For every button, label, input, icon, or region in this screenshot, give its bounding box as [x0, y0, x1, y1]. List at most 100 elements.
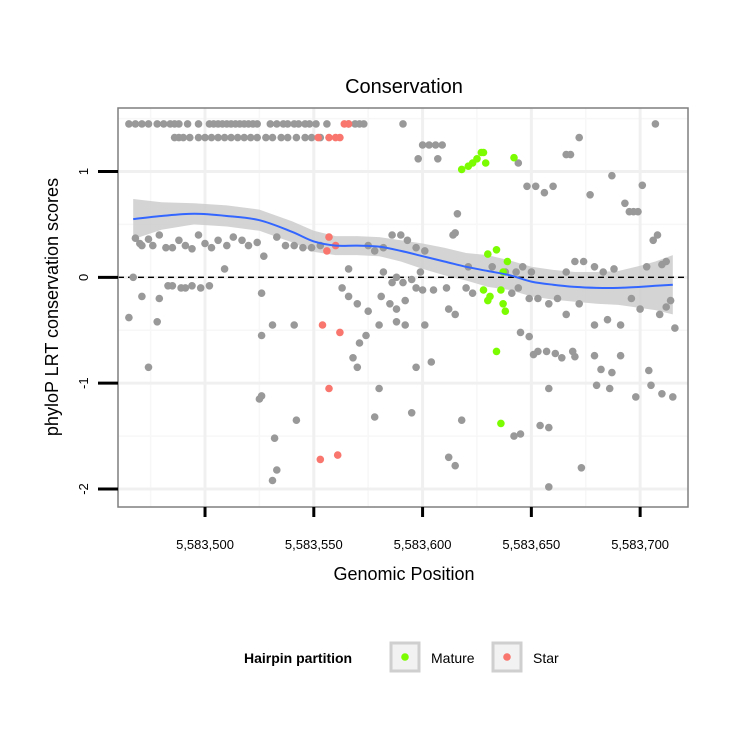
- point-other: [244, 241, 253, 250]
- point-other: [551, 349, 560, 358]
- point-other: [451, 310, 460, 319]
- y-tick-label: 1: [76, 168, 91, 175]
- point-other: [186, 133, 194, 142]
- point-mature: [473, 155, 481, 163]
- point-other: [597, 365, 605, 374]
- point-other: [605, 384, 614, 393]
- point-other: [662, 303, 670, 311]
- point-other: [214, 133, 222, 142]
- point-other: [375, 384, 383, 393]
- point-other: [238, 236, 246, 245]
- point-other: [344, 265, 353, 273]
- plot-panel-border: [117, 107, 689, 508]
- point-other: [194, 120, 203, 128]
- point-mature: [484, 250, 492, 258]
- point-other: [246, 133, 255, 142]
- point-other: [379, 268, 388, 276]
- point-other: [590, 321, 599, 329]
- x-tick-label: 5,583,500: [176, 537, 234, 552]
- point-mature: [492, 246, 501, 254]
- point-other: [525, 294, 533, 303]
- point-other: [138, 120, 146, 128]
- point-other: [562, 310, 570, 319]
- point-other: [616, 321, 625, 329]
- point-other: [590, 263, 599, 271]
- point-other: [508, 289, 516, 298]
- point-other: [144, 235, 153, 243]
- point-other: [229, 233, 238, 241]
- point-other: [277, 133, 286, 142]
- point-other: [418, 286, 427, 294]
- point-mature: [503, 257, 512, 266]
- point-mature: [484, 296, 492, 305]
- point-other: [129, 273, 137, 282]
- point-other: [442, 284, 451, 292]
- point-star: [323, 247, 331, 255]
- y-axis: -2 -1 0 1: [76, 168, 118, 495]
- legend: Hairpin partition Mature Star: [244, 641, 559, 673]
- point-other: [125, 120, 133, 128]
- point-other: [253, 133, 261, 142]
- point-other: [370, 247, 379, 255]
- point-other: [627, 294, 636, 303]
- point-other: [290, 241, 299, 250]
- chart-title: Conservation: [345, 76, 463, 98]
- point-other: [397, 231, 405, 239]
- point-other: [179, 133, 188, 142]
- point-other: [131, 234, 140, 242]
- point-other: [568, 347, 577, 356]
- point-other: [462, 284, 470, 292]
- point-other: [412, 243, 420, 252]
- point-other: [220, 133, 229, 142]
- point-other: [201, 133, 209, 142]
- point-other: [514, 159, 523, 167]
- point-other: [545, 384, 553, 393]
- point-other: [268, 133, 277, 142]
- point-other: [375, 321, 383, 329]
- point-other: [240, 133, 248, 142]
- point-other: [283, 133, 292, 142]
- point-other: [444, 305, 453, 313]
- point-other: [181, 284, 190, 292]
- y-tick-label: 0: [76, 274, 91, 281]
- point-other: [188, 245, 196, 253]
- point-other: [608, 368, 616, 377]
- point-other: [577, 464, 586, 472]
- point-mature: [481, 159, 490, 167]
- point-other: [153, 120, 161, 128]
- legend-label-star: Star: [533, 650, 559, 666]
- point-other: [196, 284, 205, 292]
- point-other: [523, 182, 531, 191]
- plot-panel-background: [118, 108, 688, 507]
- point-other: [401, 296, 410, 305]
- point-other: [292, 133, 301, 142]
- point-other: [586, 191, 594, 199]
- point-other: [516, 328, 525, 337]
- point-other: [575, 133, 583, 142]
- data-points: [125, 120, 679, 491]
- point-other: [273, 466, 281, 474]
- point-other: [425, 141, 433, 149]
- point-mature: [497, 419, 505, 428]
- point-other: [144, 120, 153, 128]
- point-other: [518, 263, 527, 271]
- point-other: [403, 236, 412, 245]
- legend-swatch-mature: [401, 653, 409, 661]
- point-other: [268, 321, 277, 329]
- point-other: [407, 409, 416, 417]
- point-other: [153, 318, 161, 326]
- point-other: [553, 294, 562, 303]
- point-other: [457, 416, 466, 425]
- point-other: [603, 315, 612, 324]
- point-other: [527, 268, 536, 276]
- point-other: [545, 423, 553, 432]
- point-other: [194, 231, 203, 239]
- point-mature: [492, 347, 501, 356]
- point-other: [421, 247, 429, 255]
- point-other: [353, 363, 362, 372]
- point-other: [355, 339, 364, 347]
- point-other: [257, 331, 266, 340]
- point-other: [370, 413, 379, 421]
- x-tick-label: 5,583,650: [502, 537, 560, 552]
- point-other: [407, 275, 416, 284]
